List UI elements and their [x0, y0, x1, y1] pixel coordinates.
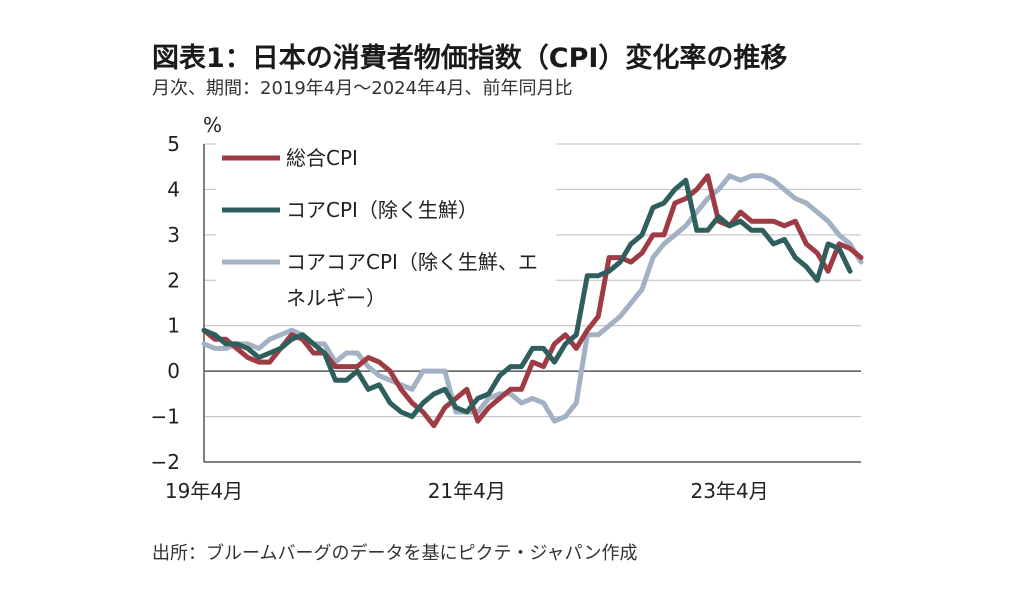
series-lines: [201, 173, 864, 429]
y-tick-labels: 5 4 3 2 1 0 −1 −2: [151, 132, 180, 474]
y-tick-label: 0: [167, 359, 180, 383]
chart-source: 出所：ブルームバーグのデータを基にピクテ・ジャパン作成: [152, 543, 638, 564]
y-unit-label: %: [203, 113, 222, 137]
y-tick-label: 5: [167, 132, 180, 156]
x-tick-labels: 19年4月 21年4月 23年4月: [165, 479, 769, 503]
x-tick-label: 19年4月: [165, 479, 243, 503]
legend: 総合CPI コアCPI（除く生鮮） コアコアCPI（除く生鮮、エ ネルギー）: [216, 140, 556, 320]
chart-title: 図表1：日本の消費者物価指数（CPI）変化率の推移: [152, 43, 788, 74]
legend-label-core-core-cpi-line1: コアコアCPI（除く生鮮、エ: [286, 250, 538, 274]
legend-background: [216, 140, 556, 320]
legend-label-headline-cpi: 総合CPI: [286, 146, 358, 170]
y-tick-label: 3: [167, 223, 180, 247]
legend-label-core-core-cpi-line2: ネルギー）: [286, 286, 386, 310]
y-tick-label: 1: [167, 314, 180, 338]
series-line-core-cpi: [201, 177, 853, 420]
y-tick-label: −2: [151, 450, 180, 474]
axes: [203, 144, 861, 463]
series-line-headline-cpi: [201, 173, 864, 429]
legend-label-core-cpi: コアCPI（除く生鮮）: [286, 198, 478, 222]
chart-subtitle: 月次、期間：2019年4月～2024年4月、前年同月比: [152, 78, 573, 99]
y-tick-label: 2: [167, 268, 180, 292]
x-tick-label: 23年4月: [691, 479, 769, 503]
y-tick-label: 4: [167, 177, 180, 201]
x-tick-label: 21年4月: [428, 479, 506, 503]
y-tick-label: −1: [151, 405, 180, 429]
